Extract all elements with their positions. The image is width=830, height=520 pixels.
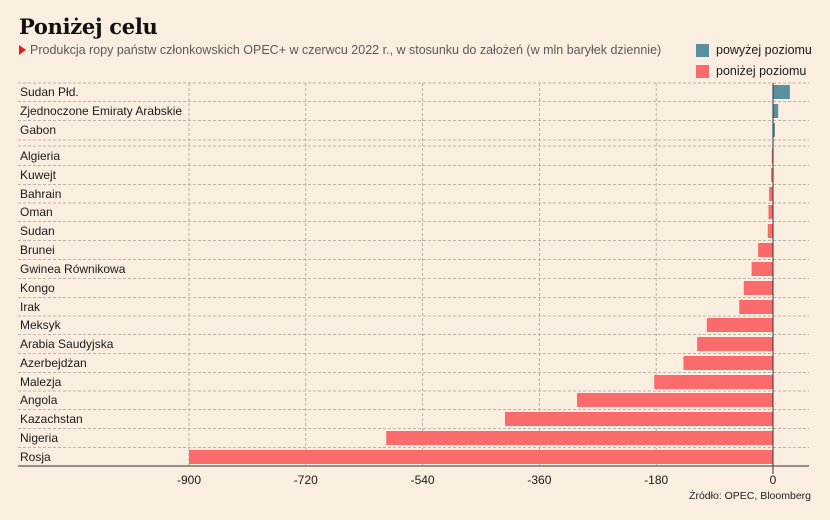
legend-label-below: poniżej poziomu xyxy=(716,64,807,78)
category-label: Bahrain xyxy=(20,187,61,201)
category-label: Sudan xyxy=(20,224,55,238)
tick-label-x: 0 xyxy=(770,473,777,487)
bar-kongo xyxy=(743,281,773,295)
bar-algieria xyxy=(771,149,774,163)
bar-brunei xyxy=(758,243,773,257)
bar-zjednoczone-emiraty-arabskie xyxy=(773,104,779,118)
legend: powyżej poziomu poniżej poziomu xyxy=(696,43,812,85)
bar-nigeria xyxy=(386,431,773,445)
tick-label-x: -900 xyxy=(177,473,201,487)
legend-item-above: powyżej poziomu xyxy=(696,43,812,57)
tick-label-x: -360 xyxy=(527,473,551,487)
bar-arabia-saudyjska xyxy=(697,337,773,351)
category-label: Zjednoczone Emiraty Arabskie xyxy=(20,104,182,118)
legend-swatch-below xyxy=(696,64,709,78)
category-label: Kongo xyxy=(20,281,55,295)
source-note: Źródło: OPEC, Bloomberg xyxy=(689,490,811,502)
bar-bahrain xyxy=(769,187,773,201)
subtitle-text: Produkcja ropy państw członkowskich OPEC… xyxy=(30,43,662,57)
category-label: Kazachstan xyxy=(20,412,83,426)
bar-rosja xyxy=(189,450,773,464)
bar-azerbejdżan xyxy=(683,356,773,370)
bar-sudan xyxy=(767,224,773,238)
category-label: Rosja xyxy=(20,450,51,464)
tick-label-x: -540 xyxy=(411,473,435,487)
category-label: Angola xyxy=(20,393,58,407)
bar-kazachstan xyxy=(505,412,773,426)
legend-item-below: poniżej poziomu xyxy=(696,64,812,78)
legend-label-above: powyżej poziomu xyxy=(716,43,812,57)
category-label: Gwinea Równikowa xyxy=(20,262,126,276)
category-label: Algieria xyxy=(20,149,60,163)
category-label: Azerbejdżan xyxy=(20,356,87,370)
bar-oman xyxy=(768,205,773,219)
bar-angola xyxy=(577,393,773,407)
red-triangle-icon xyxy=(19,45,26,55)
bar-gabon xyxy=(773,123,775,137)
bar-irak xyxy=(739,300,773,314)
category-label: Irak xyxy=(20,300,41,314)
category-label: Brunei xyxy=(20,243,55,257)
category-label: Meksyk xyxy=(20,318,62,332)
category-label: Nigeria xyxy=(20,431,58,445)
tick-label-x: -180 xyxy=(644,473,668,487)
category-label: Malezja xyxy=(20,375,62,389)
bar-kuwejt xyxy=(771,168,773,182)
chart-subtitle: Produkcja ropy państw członkowskich OPEC… xyxy=(19,43,661,57)
category-label: Gabon xyxy=(20,123,56,137)
tick-label-x: -720 xyxy=(294,473,318,487)
category-label: Oman xyxy=(20,205,53,219)
category-label: Kuwejt xyxy=(20,168,57,182)
legend-swatch-above xyxy=(696,43,709,57)
bar-sudan-płd- xyxy=(773,85,790,99)
bar-gwinea-równikowa xyxy=(751,262,773,276)
bar-meksyk xyxy=(706,318,773,332)
category-label: Arabia Saudyjska xyxy=(20,337,114,351)
category-label: Sudan Płd. xyxy=(20,85,79,99)
bar-malezja xyxy=(654,375,773,389)
chart-title: Poniżej celu xyxy=(19,14,158,39)
